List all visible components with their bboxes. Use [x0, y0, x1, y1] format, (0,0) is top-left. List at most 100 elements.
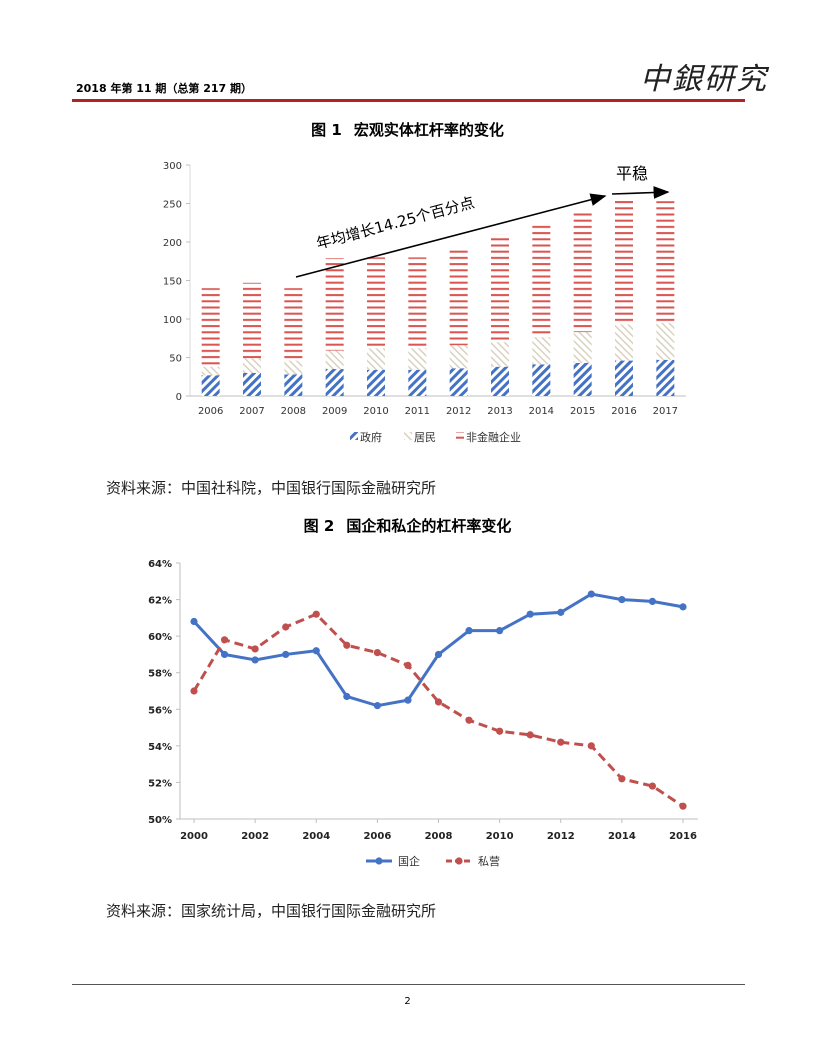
legend-swatch [404, 432, 412, 440]
legend-marker [455, 857, 463, 865]
soe-line [192, 592, 684, 708]
legend-label: 私营 [478, 854, 500, 868]
brand-logo: 中銀研究 [640, 62, 768, 97]
legend-label: 政府 [360, 430, 382, 444]
private-point [557, 738, 565, 746]
bar-household [201, 366, 220, 376]
figure1-title-text: 宏观实体杠杆率的变化 [353, 121, 504, 139]
figure2-chart: 50% 52% 54% 56% 58% 60% 62% 64% 2000 2002 2004 2006… [148, 559, 698, 868]
x-tick-label: 2010 [363, 406, 388, 417]
private-point [312, 610, 320, 618]
y-tick-label: 200 [163, 238, 182, 249]
y-tick-label: 0 [176, 392, 182, 403]
private-point [282, 623, 290, 631]
private-point [190, 687, 198, 695]
bar-government [243, 372, 261, 396]
footer-divider [72, 984, 745, 985]
bar-corporate [408, 257, 427, 349]
bar-government [573, 362, 592, 396]
soe-point [679, 603, 687, 611]
private-point [618, 775, 626, 783]
private-point [251, 645, 259, 653]
page-number: 2 [404, 996, 411, 1007]
figure2-axes: 50% 52% 54% 56% 58% 60% 62% 64% 2000 2002 2004 2006… [148, 559, 698, 842]
bar-government [491, 366, 509, 396]
y-tick-label: 150 [163, 277, 182, 288]
bar-corporate [573, 210, 592, 333]
private-point [587, 742, 595, 750]
bar-corporate [449, 248, 468, 346]
y-tick-label: 50 [169, 354, 182, 365]
bar-household [325, 350, 344, 370]
soe-point [557, 608, 565, 616]
bar-government [656, 359, 675, 396]
soe-point [220, 650, 229, 659]
bar-household [243, 358, 261, 373]
y-tick-label: 100 [163, 315, 182, 326]
private-point [496, 727, 504, 735]
bar-household [656, 322, 675, 360]
x-tick-label: 2008 [281, 406, 306, 417]
bar-household [573, 332, 592, 363]
figure2-legend: 国企 私营 [366, 854, 500, 868]
legend-swatch [350, 432, 358, 440]
legend-label: 居民 [414, 431, 436, 444]
bar-household [449, 345, 468, 369]
legend-marker [375, 857, 383, 865]
soe-point [190, 617, 198, 626]
bar-corporate [615, 199, 633, 325]
x-tick-label: 2007 [239, 406, 264, 417]
soe-point [434, 650, 443, 659]
private-point [434, 698, 443, 706]
x-tick-label: 2015 [570, 406, 595, 417]
x-tick-label: 2012 [446, 406, 471, 417]
x-tick-label: 2008 [425, 831, 453, 842]
bar-government [615, 360, 633, 396]
soe-point [648, 597, 657, 605]
figure1-legend: 政府 居民 非金融企业 [350, 430, 521, 444]
soe-point [251, 656, 259, 664]
stable-annotation: 平稳 [616, 164, 648, 183]
figure1-number: 图 1 [311, 121, 342, 139]
bar-government [408, 369, 427, 396]
y-tick-label: 64% [148, 559, 172, 570]
figure1-source: 资料来源：中国社科院，中国银行国际金融研究所 [106, 479, 437, 497]
header-divider [72, 99, 745, 102]
bar-corporate [491, 234, 509, 343]
soe-point [465, 627, 473, 635]
x-tick-label: 2004 [302, 831, 330, 842]
bar-corporate [367, 257, 385, 349]
soe-point [282, 650, 290, 659]
x-tick-label: 2014 [529, 406, 554, 417]
soe-point [404, 696, 412, 704]
private-point [404, 661, 412, 669]
figure2-source: 资料来源：国家统计局，中国银行国际金融研究所 [106, 902, 437, 920]
bar-corporate [201, 288, 220, 367]
bar-household [491, 342, 509, 367]
private-line [192, 612, 684, 808]
x-tick-label: 2010 [486, 831, 514, 842]
soe-point [618, 595, 626, 604]
x-tick-label: 2017 [653, 406, 678, 417]
bar-government [284, 374, 303, 396]
x-tick-label: 2016 [611, 406, 636, 417]
y-tick-label: 50% [148, 815, 172, 826]
issue-label: 2018 年第 11 期（总第 217 期） [76, 82, 253, 95]
x-tick-label: 2014 [608, 831, 636, 842]
soe-point [496, 627, 504, 635]
bar-household [532, 337, 551, 365]
x-tick-label: 2000 [180, 831, 208, 842]
x-tick-label: 2012 [547, 831, 575, 842]
figure2-title: 图 2 国企和私企的杠杆率变化 [0, 515, 815, 536]
soe-point [587, 590, 595, 598]
y-tick-label: 300 [163, 161, 182, 172]
figure1-axes: 0 50 100 150 200 250 300 2006 2007 2008 2009 2010 20… [163, 161, 686, 417]
bar-government [532, 364, 551, 396]
private-point [648, 782, 657, 790]
bar-household [408, 348, 427, 370]
y-tick-label: 52% [148, 778, 172, 789]
soe-point [526, 610, 534, 618]
y-tick-label: 62% [148, 596, 172, 607]
x-tick-label: 2009 [322, 406, 347, 417]
figure1-chart: 0 50 100 150 200 250 300 2006 2007 2008 2009 2010 20… [163, 161, 686, 444]
